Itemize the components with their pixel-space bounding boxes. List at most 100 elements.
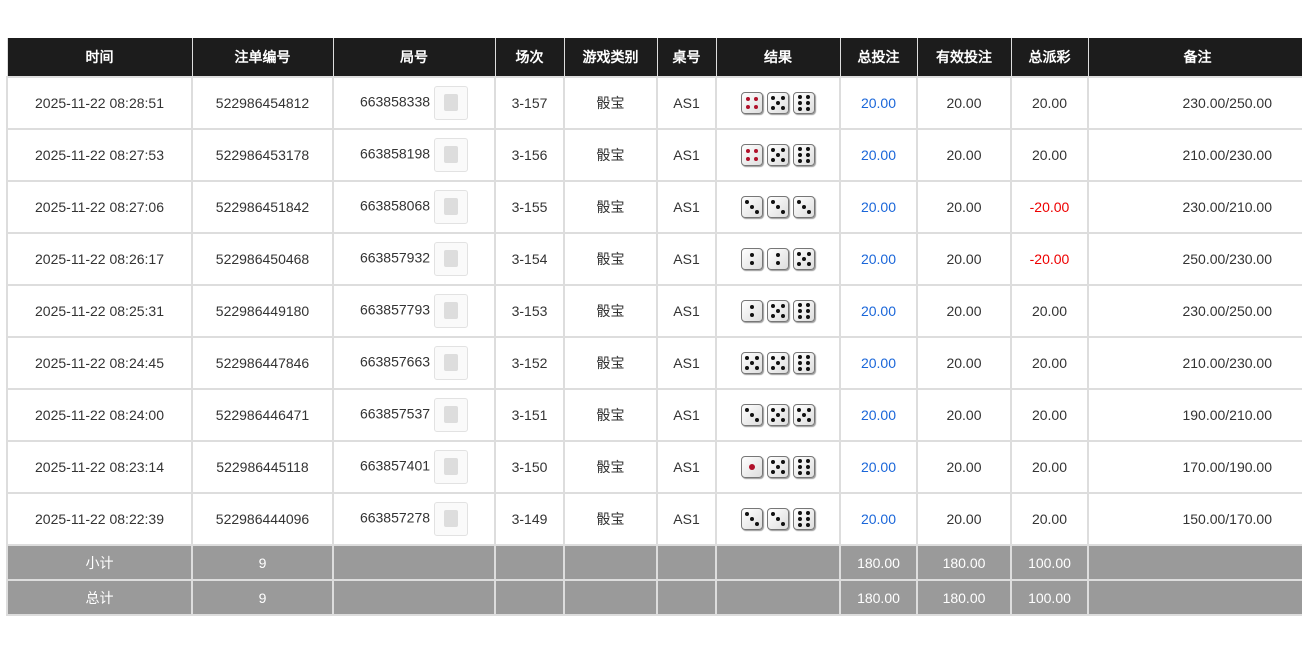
video-replay-icon[interactable]	[434, 138, 469, 172]
game-type: 骰宝	[563, 440, 658, 494]
session: 3-152	[494, 336, 565, 390]
total-payout: 100.00	[1010, 579, 1089, 616]
session: 3-156	[494, 128, 565, 182]
round-id: 663858338	[359, 93, 431, 110]
total-bet: 20.00	[839, 128, 918, 182]
session: 3-157	[494, 76, 565, 130]
bet-time: 2025-11-22 08:22:39	[6, 492, 193, 546]
column-header: 桌号	[656, 38, 717, 78]
total-bet: 20.00	[839, 336, 918, 390]
table-row: 2025-11-22 08:22:39 522986444096 663857278…	[6, 492, 1302, 546]
dice-6-icon	[793, 144, 815, 166]
payout: 20.00	[1010, 336, 1089, 390]
table-row: 2025-11-22 08:27:53 522986453178 663858198…	[6, 128, 1302, 182]
valid-bet: 20.00	[916, 76, 1012, 130]
total-total-bet: 180.00	[839, 579, 918, 616]
session: 3-154	[494, 232, 565, 286]
dice-6-icon	[793, 352, 815, 374]
round-id: 663857537	[359, 405, 431, 422]
table-row: 2025-11-22 08:25:31 522986449180 663857793…	[6, 284, 1302, 338]
total-label: 总计	[6, 579, 193, 616]
video-replay-icon[interactable]	[434, 294, 469, 328]
bet-time: 2025-11-22 08:26:17	[6, 232, 193, 286]
game-type: 骰宝	[563, 180, 658, 234]
video-replay-icon[interactable]	[434, 242, 469, 276]
subtotal-row: 小计 9 180.00 180.00 100.00	[6, 544, 1302, 581]
dice-5-icon	[767, 404, 789, 426]
dice-6-icon	[793, 456, 815, 478]
dice-3-icon	[741, 404, 763, 426]
game-type: 骰宝	[563, 128, 658, 182]
session: 3-150	[494, 440, 565, 494]
column-header: 总投注	[839, 38, 918, 78]
bet-id: 522986454812	[191, 76, 334, 130]
dice-result	[715, 388, 841, 442]
total-valid-bet: 180.00	[916, 579, 1012, 616]
payout: 20.00	[1010, 128, 1089, 182]
dice-result	[715, 180, 841, 234]
session: 3-151	[494, 388, 565, 442]
dice-5-icon	[767, 352, 789, 374]
dice-result	[715, 492, 841, 546]
subtotal-count: 9	[191, 544, 334, 581]
table-id: AS1	[656, 128, 717, 182]
dice-result	[715, 284, 841, 338]
dice-3-icon	[767, 196, 789, 218]
note: 250.00/230.00	[1087, 232, 1302, 286]
bet-time: 2025-11-22 08:24:45	[6, 336, 193, 390]
video-replay-icon[interactable]	[434, 450, 469, 484]
round-number: 663857932	[332, 232, 496, 286]
dice-5-icon	[793, 404, 815, 426]
video-replay-icon[interactable]	[434, 190, 469, 224]
round-id: 663857793	[359, 301, 431, 318]
round-number: 663857401	[332, 440, 496, 494]
total-count: 9	[191, 579, 334, 616]
column-header: 结果	[715, 38, 841, 78]
game-type: 骰宝	[563, 388, 658, 442]
bet-time: 2025-11-22 08:25:31	[6, 284, 193, 338]
valid-bet: 20.00	[916, 492, 1012, 546]
round-number: 663858198	[332, 128, 496, 182]
valid-bet: 20.00	[916, 440, 1012, 494]
valid-bet: 20.00	[916, 336, 1012, 390]
session: 3-149	[494, 492, 565, 546]
subtotal-label: 小计	[6, 544, 193, 581]
video-replay-icon[interactable]	[434, 346, 469, 380]
note: 210.00/230.00	[1087, 128, 1302, 182]
dice-5-icon	[767, 300, 789, 322]
video-replay-icon[interactable]	[434, 86, 469, 120]
total-bet: 20.00	[839, 284, 918, 338]
session: 3-153	[494, 284, 565, 338]
table-id: AS1	[656, 492, 717, 546]
payout: 20.00	[1010, 388, 1089, 442]
bet-id: 522986445118	[191, 440, 334, 494]
table-id: AS1	[656, 440, 717, 494]
payout: -20.00	[1010, 232, 1089, 286]
dice-3-icon	[767, 508, 789, 530]
video-replay-icon[interactable]	[434, 502, 469, 536]
dice-result	[715, 440, 841, 494]
dice-3-icon	[741, 508, 763, 530]
video-replay-icon[interactable]	[434, 398, 469, 432]
dice-6-icon	[793, 92, 815, 114]
table-row: 2025-11-22 08:28:51 522986454812 663858338…	[6, 76, 1302, 130]
valid-bet: 20.00	[916, 180, 1012, 234]
dice-5-icon	[741, 352, 763, 374]
table-id: AS1	[656, 180, 717, 234]
table-row: 2025-11-22 08:24:00 522986446471 663857537…	[6, 388, 1302, 442]
round-number: 663858068	[332, 180, 496, 234]
total-bet: 20.00	[839, 76, 918, 130]
round-id: 663857278	[359, 509, 431, 526]
dice-3-icon	[741, 196, 763, 218]
total-bet: 20.00	[839, 388, 918, 442]
bet-time: 2025-11-22 08:27:53	[6, 128, 193, 182]
total-row: 总计 9 180.00 180.00 100.00	[6, 579, 1302, 616]
valid-bet: 20.00	[916, 388, 1012, 442]
table-row: 2025-11-22 08:23:14 522986445118 663857401…	[6, 440, 1302, 494]
column-header: 游戏类别	[563, 38, 658, 78]
dice-6-icon	[793, 508, 815, 530]
bet-time: 2025-11-22 08:23:14	[6, 440, 193, 494]
bet-time: 2025-11-22 08:24:00	[6, 388, 193, 442]
column-header: 场次	[494, 38, 565, 78]
round-number: 663857793	[332, 284, 496, 338]
